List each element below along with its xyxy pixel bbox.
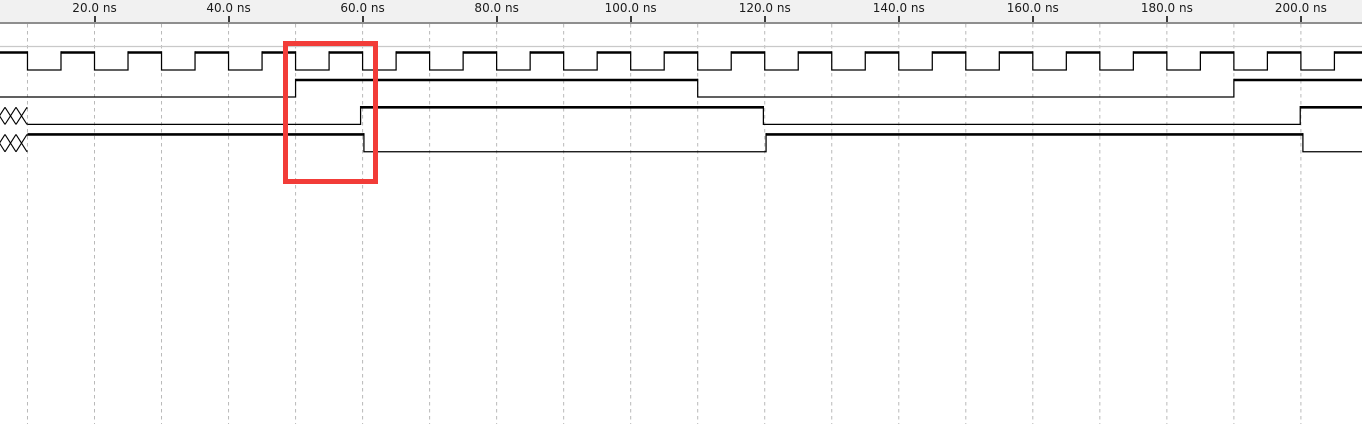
time-tick-120ns [763, 16, 766, 22]
time-label-120ns: 120.0 ns [738, 1, 791, 15]
time-tick-180ns [1165, 16, 1168, 22]
signal-row-2-low-segments [0, 78, 1235, 98]
time-tick-20ns [93, 16, 96, 22]
time-tick-200ns [1299, 16, 1302, 22]
signal-row-3-wave[interactable] [0, 106, 1362, 126]
signal-row-1-clock-low-segments [26, 51, 1336, 71]
time-tick-140ns [897, 16, 900, 22]
time-label-80ns: 80.0 ns [474, 1, 519, 15]
signal-row-4-wave[interactable] [0, 133, 1362, 153]
time-tick-100ns [629, 16, 632, 22]
time-label-180ns: 180.0 ns [1140, 1, 1193, 15]
signal-row-4-low-segments [363, 133, 1362, 153]
timeline-ruler[interactable]: 20.0 ns 40.0 ns 60.0 ns 80.0 ns 100.0 ns 120.… [0, 0, 1362, 24]
signal-row-3-low-segments [27, 106, 1301, 126]
time-label-140ns: 140.0 ns [872, 1, 925, 15]
time-label-100ns: 100.0 ns [604, 1, 657, 15]
signal-row-2-wave[interactable] [0, 78, 1362, 98]
gridlines [26, 24, 1302, 424]
signal-row-1-clock-wave[interactable] [0, 51, 1362, 71]
time-label-160ns: 160.0 ns [1006, 1, 1059, 15]
time-tick-80ns [495, 16, 498, 22]
signal-row-3-unknown-hatch [0, 107, 28, 125]
highlight-rectangle [283, 41, 378, 184]
time-label-20ns: 20.0 ns [72, 1, 117, 15]
time-tick-60ns [361, 16, 364, 22]
time-label-60ns: 60.0 ns [340, 1, 385, 15]
signal-row-4-unknown-hatch [0, 134, 28, 153]
time-label-200ns: 200.0 ns [1274, 1, 1327, 15]
time-tick-160ns [1031, 16, 1034, 22]
time-label-40ns: 40.0 ns [206, 1, 251, 15]
time-tick-40ns [227, 16, 230, 22]
